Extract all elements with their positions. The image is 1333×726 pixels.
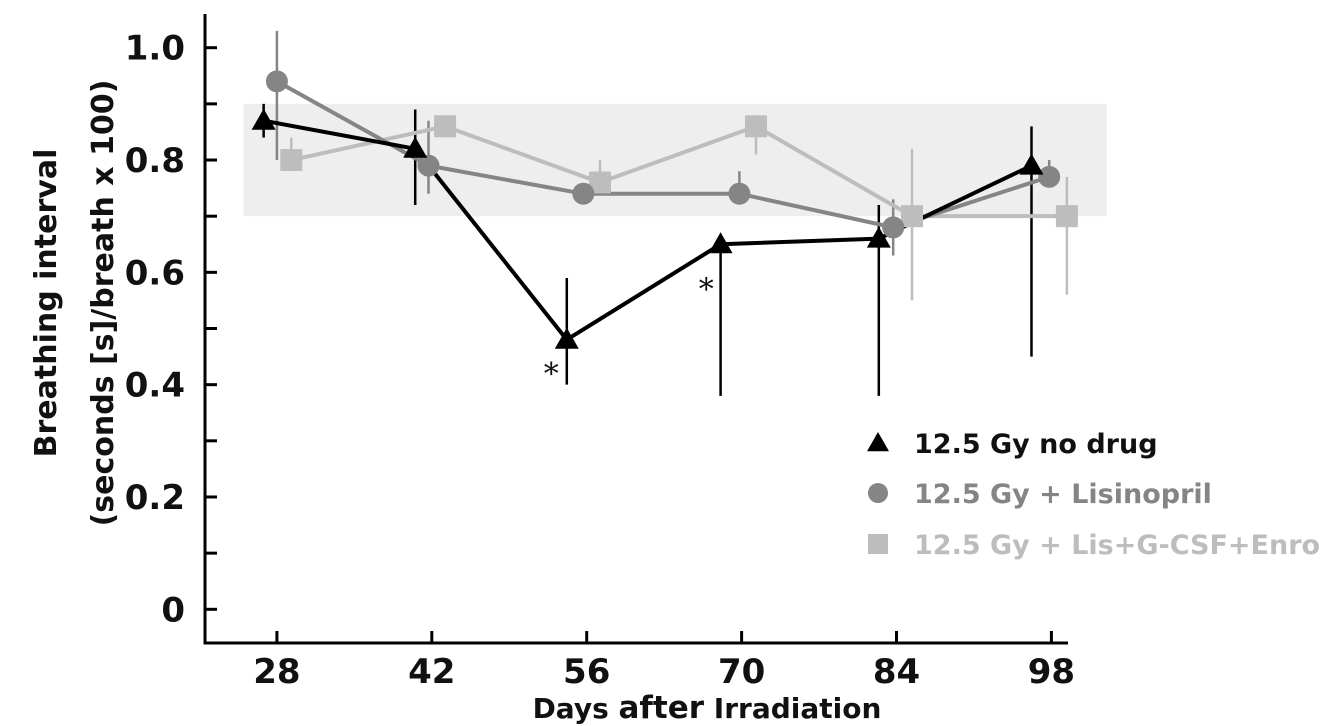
annotations: ** xyxy=(544,273,714,392)
y-axis-title-line2: (seconds [s]/breath x 100) xyxy=(86,80,121,527)
x-tick-label: 84 xyxy=(873,652,920,692)
y-tick-label: 1.0 xyxy=(125,29,185,69)
significance-asterisk: * xyxy=(699,273,714,308)
legend-label: 12.5 Gy no drug xyxy=(914,429,1158,460)
square-marker xyxy=(434,115,457,138)
y-tick-label: 0.6 xyxy=(125,253,185,293)
x-tick-label: 56 xyxy=(563,652,610,692)
markers xyxy=(251,70,1078,349)
legend: 12.5 Gy no drug 12.5 Gy + Lisinopril 12.5 … xyxy=(867,429,1320,561)
x-axis-title-part3: Irradiation xyxy=(704,692,881,725)
square-marker xyxy=(588,171,611,194)
square-marker xyxy=(280,149,303,172)
triangle-marker xyxy=(554,327,579,349)
legend-label: 12.5 Gy + Lis+G-CSF+Enro xyxy=(914,530,1320,561)
series-line xyxy=(290,124,1067,219)
triangle-marker xyxy=(251,108,276,130)
triangle-marker xyxy=(867,432,889,452)
circle-marker xyxy=(265,70,288,93)
significance-asterisk: * xyxy=(544,357,559,392)
legend-label: 12.5 Gy + Lisinopril xyxy=(914,479,1212,510)
x-tick-label: 28 xyxy=(253,652,300,692)
x-tick-label: 70 xyxy=(718,652,765,692)
triangle-marker xyxy=(1019,153,1044,175)
y-axis-title-line1: Breathing interval xyxy=(29,149,64,458)
x-tick-label: 98 xyxy=(1028,652,1075,692)
y-tick-label: 0.4 xyxy=(125,366,185,406)
x-axis: 28 42 56 70 84 98 xyxy=(203,631,1075,692)
x-axis-title-part2: after xyxy=(619,690,705,726)
circle-marker xyxy=(728,182,751,205)
square-marker xyxy=(1055,205,1078,228)
triangle-marker xyxy=(708,232,733,254)
x-axis-title-part1: Days xyxy=(533,692,619,725)
circle-marker xyxy=(1038,165,1061,188)
triangle-marker xyxy=(403,136,428,158)
square-marker xyxy=(900,205,923,228)
triangle-marker xyxy=(866,226,891,248)
x-axis-title: Days after Irradiation xyxy=(533,690,882,726)
square-marker xyxy=(744,115,767,138)
y-tick-label: 0.8 xyxy=(125,141,185,181)
y-tick-label: 0.2 xyxy=(125,478,185,518)
circle-marker xyxy=(882,216,905,239)
circle-marker xyxy=(572,182,595,205)
y-axis: 0 0.2 0.4 0.6 0.8 1.0 xyxy=(125,14,217,643)
y-axis-title: Breathing interval (seconds [s]/breath x… xyxy=(29,80,121,527)
circle-marker xyxy=(868,483,888,503)
y-tick-label: 0 xyxy=(161,590,185,630)
square-marker xyxy=(868,534,888,554)
x-tick-label: 42 xyxy=(408,652,455,692)
circle-marker xyxy=(417,154,440,177)
